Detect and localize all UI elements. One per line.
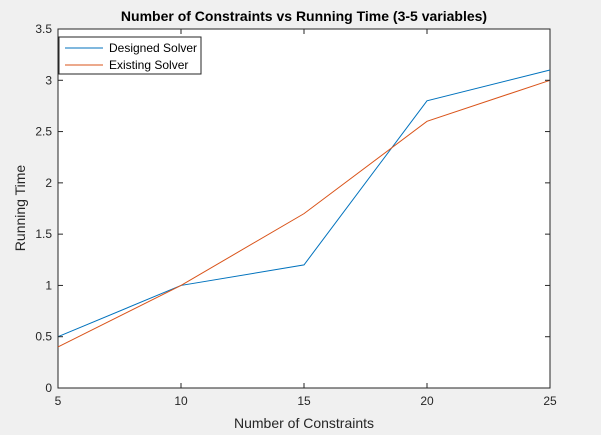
y-tick-label: 2 (45, 176, 52, 190)
chart-title: Number of Constraints vs Running Time (3… (121, 8, 487, 24)
plot-area (57, 28, 551, 389)
y-axis-label: Running Time (12, 165, 28, 252)
x-axis-label: Number of Constraints (234, 415, 374, 431)
tick-layer: 5 10 15 20 25 0 0.5 1 1.5 2 2.5 3 3.5 (35, 22, 557, 408)
legend-label-designed-solver: Designed Solver (109, 41, 197, 55)
y-tick-label: 0 (45, 381, 52, 395)
x-tick-label: 5 (55, 394, 62, 408)
legend-box (58, 36, 202, 75)
x-tick-label: 20 (420, 394, 434, 408)
y-tick-label: 3 (45, 73, 52, 87)
y-tick-label: 1.5 (35, 227, 52, 241)
series-layer (57, 69, 551, 348)
y-tick-label: 2.5 (35, 125, 52, 139)
y-tick-label: 3.5 (35, 22, 52, 36)
legend-label-existing-solver: Existing Solver (109, 58, 188, 72)
x-tick-label: 25 (543, 394, 557, 408)
y-tick-label: 1 (45, 278, 52, 292)
x-tick-label: 15 (297, 394, 311, 408)
x-tick-label: 10 (174, 394, 188, 408)
legend: Designed Solver Existing Solver (58, 36, 202, 75)
y-tick-label: 0.5 (35, 330, 52, 344)
